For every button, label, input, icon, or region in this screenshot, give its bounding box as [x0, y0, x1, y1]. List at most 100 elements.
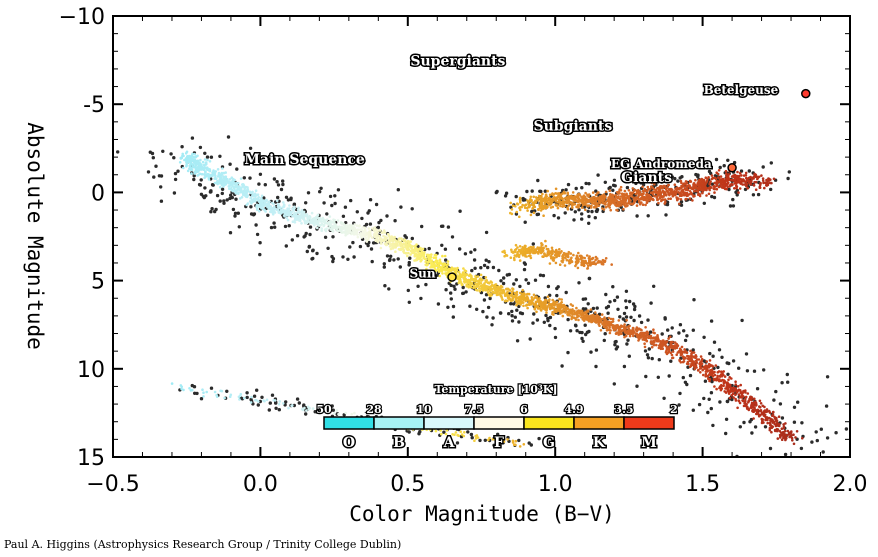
- star-point: [325, 212, 329, 216]
- star-point: [591, 318, 594, 321]
- star-point: [646, 199, 650, 202]
- star-point: [379, 246, 383, 250]
- star-point: [564, 188, 568, 192]
- star-point: [576, 310, 579, 314]
- star-point: [520, 250, 523, 253]
- star-point: [572, 253, 575, 257]
- star-point: [624, 315, 629, 319]
- star-point: [738, 171, 742, 175]
- star-point: [506, 290, 509, 294]
- star-point: [608, 326, 611, 329]
- star-point: [553, 253, 557, 257]
- star-point: [708, 183, 712, 186]
- star-point: [726, 372, 730, 376]
- star-point: [185, 160, 188, 164]
- star-point: [518, 206, 521, 210]
- star-point: [644, 203, 647, 207]
- star-point: [650, 191, 654, 194]
- star-point: [665, 345, 669, 349]
- star-point: [464, 269, 468, 273]
- star-point: [479, 266, 483, 270]
- star-point: [643, 338, 646, 342]
- star-point: [613, 184, 617, 188]
- star-point: [582, 318, 585, 321]
- star-point: [317, 219, 321, 222]
- star-point: [541, 243, 544, 246]
- star-point: [681, 375, 685, 380]
- star-point: [261, 200, 264, 203]
- star-point: [316, 217, 320, 220]
- star-point: [561, 258, 565, 262]
- star-point: [583, 256, 586, 260]
- star-point: [789, 431, 793, 435]
- star-point: [598, 324, 601, 328]
- star-point: [322, 220, 326, 223]
- star-point: [231, 180, 234, 183]
- star-point: [341, 228, 344, 231]
- star-point: [324, 229, 328, 233]
- star-point: [501, 298, 504, 301]
- star-point: [290, 238, 294, 242]
- star-point: [715, 184, 718, 188]
- star-point: [628, 299, 632, 304]
- star-point: [379, 239, 383, 242]
- star-point: [496, 432, 500, 436]
- star-point: [641, 185, 644, 189]
- star-point: [514, 194, 518, 199]
- star-point: [484, 276, 488, 279]
- star-point: [377, 220, 381, 225]
- star-point: [666, 184, 670, 187]
- star-point: [581, 206, 584, 209]
- star-point: [684, 188, 688, 191]
- star-point: [647, 347, 651, 351]
- star-point: [556, 201, 560, 204]
- star-point: [424, 258, 428, 261]
- star-point: [229, 181, 232, 184]
- star-point: [525, 297, 528, 301]
- star-point: [228, 178, 232, 181]
- star-point: [602, 338, 606, 343]
- star-point: [233, 214, 237, 218]
- star-point: [424, 260, 428, 264]
- star-point: [587, 204, 591, 207]
- star-point: [638, 202, 642, 206]
- star-point: [750, 397, 753, 400]
- star-point: [707, 397, 711, 401]
- star-point: [574, 318, 578, 321]
- star-point: [589, 308, 593, 311]
- star-point: [543, 189, 547, 193]
- star-point: [444, 288, 448, 292]
- star-point: [769, 424, 773, 427]
- star-point: [449, 297, 453, 301]
- star-point: [209, 386, 214, 390]
- star-point: [649, 301, 653, 305]
- star-point: [643, 349, 648, 353]
- star-point: [656, 375, 660, 379]
- star-point: [328, 194, 333, 199]
- star-point: [427, 246, 431, 251]
- star-point: [623, 189, 627, 193]
- star-point: [253, 193, 256, 196]
- star-point: [218, 199, 222, 203]
- star-point: [491, 265, 496, 270]
- star-point: [604, 200, 607, 204]
- star-point: [436, 267, 440, 271]
- star-point: [563, 211, 567, 215]
- star-point: [780, 431, 783, 435]
- star-point: [207, 176, 210, 180]
- star-point: [482, 263, 487, 268]
- star-point: [523, 204, 526, 207]
- star-point: [737, 393, 741, 396]
- star-point: [427, 253, 430, 257]
- star-point: [855, 431, 858, 434]
- star-point: [363, 234, 366, 238]
- star-point: [358, 224, 362, 227]
- star-point: [604, 326, 608, 330]
- star-point: [749, 183, 752, 186]
- star-point: [609, 197, 612, 201]
- star-point: [626, 338, 630, 342]
- star-point: [652, 328, 655, 332]
- star-point: [589, 350, 593, 354]
- star-point: [569, 252, 573, 255]
- star-point: [209, 155, 214, 159]
